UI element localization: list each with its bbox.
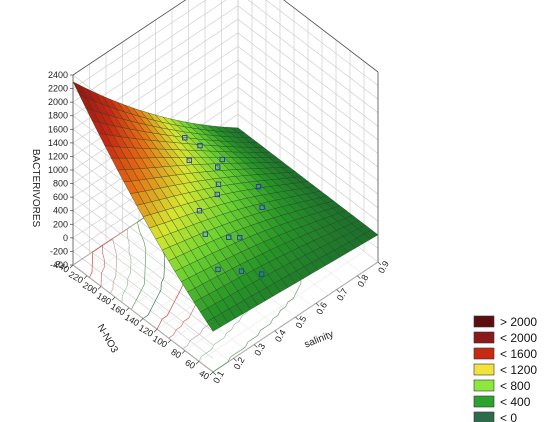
z-tick-label: 1200 (48, 151, 68, 161)
x-tick-mark (212, 371, 217, 376)
z-tick-label: -200 (50, 246, 68, 256)
legend-label: < 800 (500, 379, 531, 393)
observation-marker (182, 135, 188, 141)
legend-swatch (473, 411, 495, 422)
observation-points (182, 135, 265, 277)
x-tick-mark (295, 316, 299, 321)
legend-swatch (473, 331, 495, 344)
observation-marker (255, 183, 262, 190)
y-tick-mark (125, 307, 130, 312)
observation-marker (215, 266, 221, 273)
legend-label: < 0 (500, 411, 517, 422)
z-axis-title: BACTERIVORES (30, 149, 41, 228)
observation-marker (219, 156, 225, 163)
legend-swatch (473, 347, 495, 360)
y-tick-mark (83, 275, 88, 279)
z-tick-label: 1000 (48, 165, 68, 175)
y-tick-mark (153, 328, 158, 333)
left-wall-gridline (72, 224, 214, 332)
observation-marker (196, 208, 203, 214)
legend-label: < 2000 (500, 331, 537, 345)
left-wall-gridline (72, 210, 214, 318)
surface-cell (229, 127, 245, 133)
left-wall-gridline (72, 237, 214, 346)
z-tick-label: 1400 (48, 138, 68, 148)
y-tick-mark (139, 318, 144, 322)
z-tick-label: 200 (53, 219, 68, 229)
y-tick-mark (181, 350, 186, 354)
z-tick-label: 1600 (48, 124, 68, 134)
x-tick-mark (336, 289, 340, 293)
x-tick-mark (233, 358, 237, 362)
y-tick-mark (167, 339, 172, 344)
y-tick-label: 240 (53, 259, 71, 275)
legend-swatch (473, 363, 495, 376)
y-axis-title: N-NO3 (95, 323, 120, 356)
box-edge (283, 0, 379, 73)
y-tick-label: 80 (169, 347, 183, 361)
y-tick-mark (195, 361, 200, 365)
z-tick-label: 800 (53, 179, 68, 189)
z-axis-ticks: 2400220020001800160014001200100080060040… (48, 70, 73, 270)
legend-swatch (473, 315, 495, 328)
observation-marker (215, 164, 221, 170)
response-surface (72, 81, 379, 332)
x-axis-title: salinity (303, 329, 335, 351)
floor-gridline (198, 251, 365, 362)
x-tick-mark (254, 344, 258, 348)
y-tick-mark (111, 296, 116, 301)
observation-marker (226, 234, 232, 240)
z-tick-label: 400 (53, 206, 68, 216)
z-tick-label: 2200 (48, 84, 68, 94)
observation-marker (214, 191, 220, 198)
y-tick-label: 40 (197, 368, 211, 382)
legend: > 2000 < 2000 < 1600 < 1200 < 800 < 400 < 0 (473, 315, 537, 422)
x-tick-mark (357, 275, 361, 279)
z-tick-label: -400 (50, 260, 68, 270)
observation-marker (259, 204, 265, 211)
x-tick-mark (274, 330, 279, 334)
observation-marker (237, 235, 243, 241)
z-tick-label: 2400 (48, 70, 68, 80)
x-tick-mark (377, 261, 382, 266)
z-tick-label: 0 (63, 233, 68, 243)
observation-marker (238, 268, 245, 274)
z-tick-label: 2000 (48, 97, 68, 107)
observation-marker (202, 231, 208, 237)
observation-marker (259, 271, 265, 277)
observation-marker (186, 157, 192, 164)
y-tick-mark (209, 371, 214, 376)
z-tick-label: 1800 (48, 111, 68, 121)
observation-marker (215, 181, 222, 187)
y-tick-mark (97, 286, 102, 290)
legend-label: < 1200 (500, 363, 537, 377)
legend-label: < 400 (500, 395, 531, 409)
z-tick-label: 600 (53, 192, 68, 202)
legend-swatch (473, 379, 495, 392)
legend-swatch (473, 395, 495, 408)
y-tick-label: 60 (183, 357, 197, 371)
y-tick-mark (69, 264, 74, 269)
legend-label: < 1600 (500, 347, 537, 361)
x-tick-mark (315, 303, 320, 307)
box-edge (72, 0, 187, 76)
legend-label: > 2000 (500, 315, 537, 329)
observation-marker (197, 142, 203, 149)
